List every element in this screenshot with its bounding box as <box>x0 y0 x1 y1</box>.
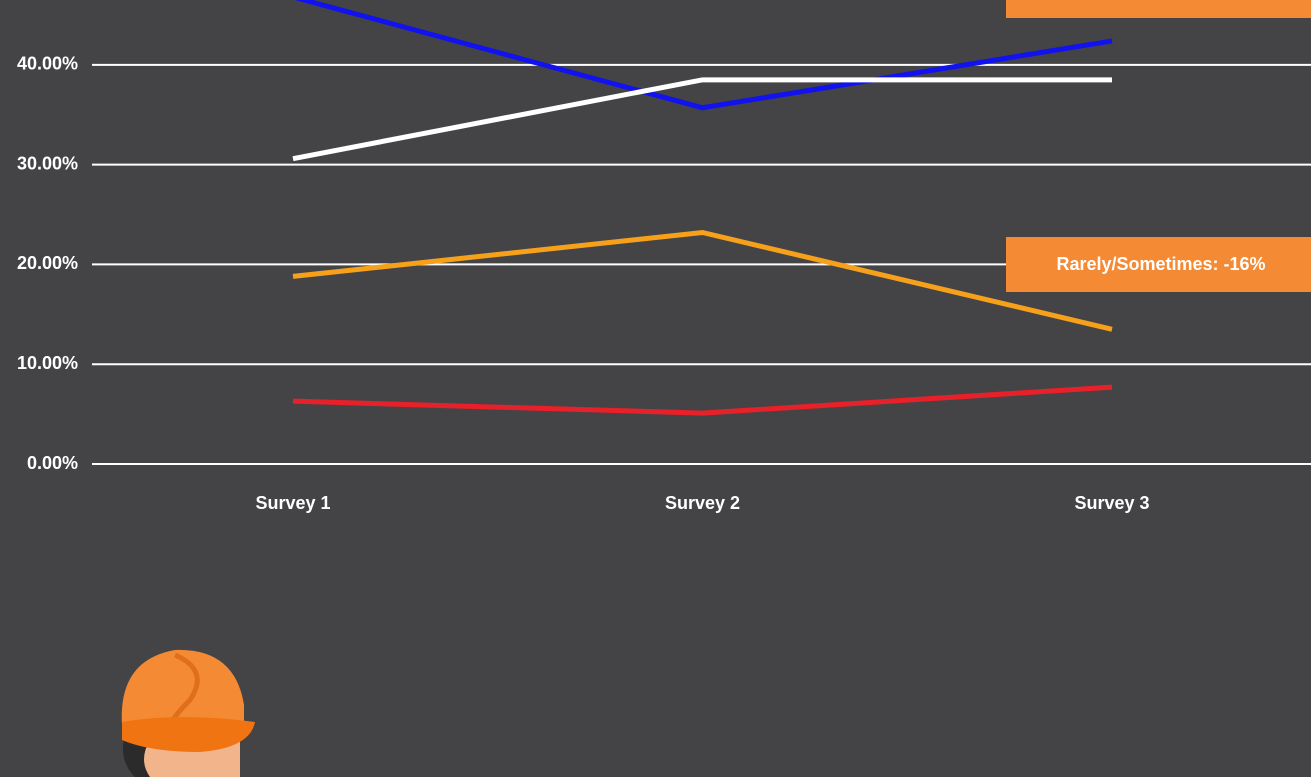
annotation-text: Rarely/Sometimes: -16% <box>1056 254 1265 274</box>
annotation-box <box>1006 237 1311 292</box>
y-tick-label: 30.00% <box>17 153 78 173</box>
series-line <box>292 384 1113 416</box>
x-tick-label: Survey 2 <box>665 493 740 513</box>
y-tick-label: 20.00% <box>17 253 78 273</box>
annotation-box <box>1006 0 1311 18</box>
x-tick-label: Survey 1 <box>255 493 330 513</box>
y-tick-label: 10.00% <box>17 353 78 373</box>
worker-helmet <box>121 649 244 725</box>
plot-area: 0.00% 10.00% 20.00% 30.00% 40.00% Survey 1 Sur… <box>17 0 1311 513</box>
worker-illustration <box>121 649 255 777</box>
series-line <box>292 77 1112 162</box>
x-tick-label: Survey 3 <box>1074 493 1149 513</box>
series-line <box>294 0 1113 111</box>
helmet-ridge <box>169 652 200 724</box>
series-line <box>292 229 1113 332</box>
y-tick-label: 0.00% <box>27 453 78 473</box>
y-tick-label: 40.00% <box>17 54 78 74</box>
helmet-brim <box>122 717 255 752</box>
